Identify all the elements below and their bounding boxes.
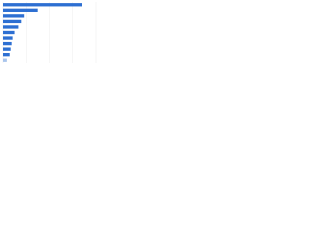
bar (3, 47, 11, 51)
bar (3, 41, 12, 46)
bar (3, 30, 15, 35)
bar (3, 14, 25, 18)
bar (3, 8, 38, 12)
bar (3, 58, 7, 62)
bar (3, 19, 22, 24)
chart (2, 2, 97, 63)
bar (3, 53, 10, 57)
bar (3, 36, 13, 40)
bar (3, 3, 82, 7)
bar (3, 25, 19, 29)
